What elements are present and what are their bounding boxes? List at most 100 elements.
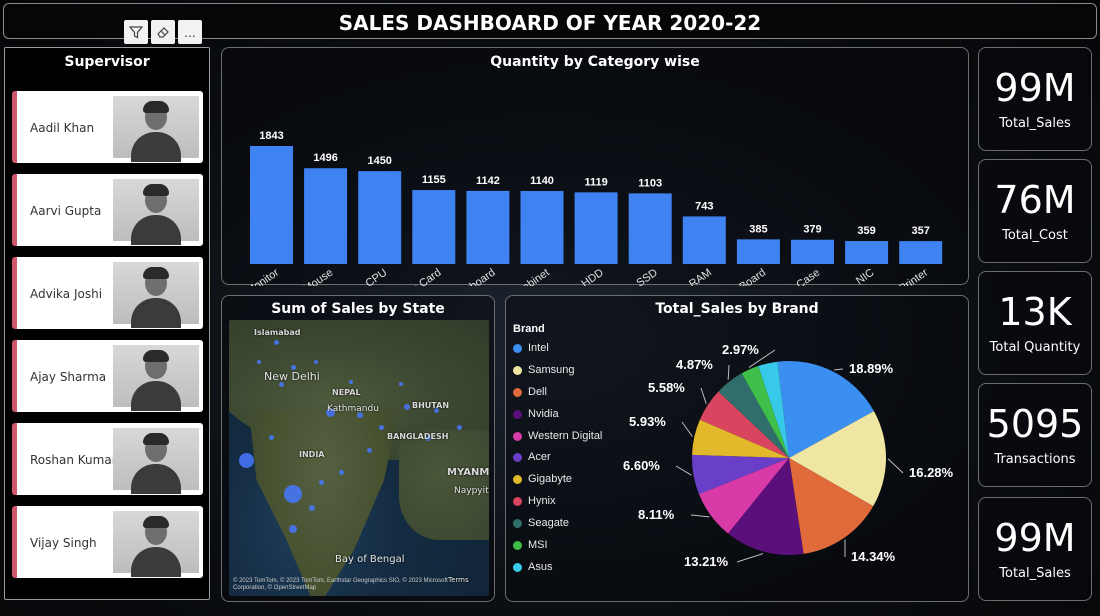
category-tick-label: CPU bbox=[364, 267, 390, 286]
map-bubble[interactable] bbox=[434, 408, 439, 413]
bar[interactable] bbox=[412, 190, 456, 264]
legend-swatch bbox=[513, 453, 522, 463]
bar-data-label: 1119 bbox=[584, 176, 607, 188]
map-bubble[interactable] bbox=[379, 425, 384, 430]
bar-data-label: 357 bbox=[912, 225, 930, 237]
map-bubble[interactable] bbox=[326, 408, 335, 417]
bar[interactable] bbox=[358, 171, 402, 264]
map-bubble[interactable] bbox=[279, 382, 284, 387]
map-bubble[interactable] bbox=[367, 448, 372, 453]
map-bubble[interactable] bbox=[284, 485, 302, 503]
bar[interactable] bbox=[899, 241, 943, 264]
filter-icon[interactable] bbox=[124, 20, 148, 44]
kpi-card-total-cost: 76M Total_Cost bbox=[978, 159, 1092, 263]
bar[interactable] bbox=[682, 216, 726, 264]
legend-item[interactable]: Western Digital bbox=[513, 430, 602, 452]
pie-slice[interactable] bbox=[789, 458, 874, 554]
supervisor-card[interactable]: Aarvi Gupta bbox=[12, 174, 203, 246]
map-bubble[interactable] bbox=[425, 435, 431, 441]
bar[interactable] bbox=[250, 146, 293, 264]
bar-data-label: 1450 bbox=[367, 155, 391, 167]
map-label-myanmar: MYANMAR bbox=[447, 467, 489, 478]
more-options-button[interactable]: ... bbox=[178, 20, 202, 44]
legend-item[interactable]: Asus bbox=[513, 561, 602, 583]
map-bubble[interactable] bbox=[319, 480, 324, 485]
supervisor-photo bbox=[113, 179, 199, 245]
supervisor-photo bbox=[113, 96, 199, 162]
category-tick-label: Mouse bbox=[301, 267, 335, 286]
pie-data-label: 16.28% bbox=[909, 465, 954, 480]
map-bubble[interactable] bbox=[309, 505, 315, 511]
map-bubble[interactable] bbox=[314, 360, 318, 364]
supervisor-name: Aadil Khan bbox=[30, 121, 95, 135]
category-tick-label: NIC bbox=[854, 267, 876, 286]
supervisor-card[interactable]: Vijay Singh bbox=[12, 506, 203, 578]
bar[interactable] bbox=[304, 168, 348, 264]
legend-item[interactable]: Dell bbox=[513, 386, 602, 408]
pie-slice[interactable] bbox=[692, 454, 789, 495]
map-bubble[interactable] bbox=[399, 382, 403, 386]
pie-leader-line bbox=[736, 553, 764, 563]
map-bubble[interactable] bbox=[269, 435, 274, 440]
map-bubble[interactable] bbox=[289, 525, 297, 533]
legend-label: Western Digital bbox=[528, 429, 603, 442]
legend-item[interactable]: Gigabyte bbox=[513, 473, 602, 495]
bar[interactable] bbox=[628, 193, 672, 264]
legend-label: Intel bbox=[528, 342, 549, 354]
pie-slice[interactable] bbox=[741, 365, 789, 458]
supervisor-name: Aarvi Gupta bbox=[30, 204, 102, 218]
map-terms-link[interactable]: Terms bbox=[448, 576, 469, 584]
legend-item[interactable]: MSI bbox=[513, 539, 602, 561]
legend-swatch bbox=[513, 475, 522, 485]
map-canvas[interactable]: Islamabad New Delhi NEPAL Kathmandu BHUT… bbox=[229, 320, 489, 596]
pie-slice[interactable] bbox=[777, 361, 874, 458]
legend-swatch bbox=[513, 497, 522, 507]
map-bubble[interactable] bbox=[349, 380, 353, 384]
map-bubble[interactable] bbox=[257, 360, 261, 364]
category-tick-label: Cabinet bbox=[514, 267, 552, 286]
map-bubble[interactable] bbox=[457, 425, 462, 430]
pie-leader-line bbox=[675, 465, 692, 476]
legend-item[interactable]: Acer bbox=[513, 451, 602, 473]
supervisor-title: Supervisor bbox=[64, 54, 150, 70]
kpi-label: Total_Cost bbox=[1002, 228, 1068, 243]
pie-chart-svg: 18.89% 16.28% 14.34% 13.21% 8.11% 6.60% 5.93% 5… bbox=[623, 342, 954, 569]
pie-data-label: 5.58% bbox=[648, 380, 685, 395]
bar[interactable] bbox=[736, 239, 780, 264]
map-label-bay-of-bengal: Bay of Bengal bbox=[335, 554, 405, 565]
pie-slice[interactable] bbox=[728, 458, 804, 555]
pie-slice[interactable] bbox=[699, 391, 789, 458]
pie-slice[interactable] bbox=[692, 419, 789, 458]
legend-item[interactable]: Hynix bbox=[513, 495, 602, 517]
pie-slice[interactable] bbox=[758, 361, 789, 458]
legend-item[interactable]: Nvidia bbox=[513, 408, 602, 430]
map-bubble[interactable] bbox=[239, 453, 254, 468]
map-bubble[interactable] bbox=[357, 412, 363, 418]
legend-item[interactable]: Intel bbox=[513, 342, 602, 364]
legend-item[interactable]: Samsung bbox=[513, 364, 602, 386]
bar-data-label: 743 bbox=[695, 200, 713, 212]
map-bubble[interactable] bbox=[274, 340, 279, 345]
pie-slice[interactable] bbox=[718, 373, 789, 458]
pie-slice[interactable] bbox=[698, 458, 789, 534]
map-bubble[interactable] bbox=[291, 365, 296, 370]
supervisor-card[interactable]: Advika Joshi bbox=[12, 257, 203, 329]
bar[interactable] bbox=[791, 239, 834, 264]
supervisor-card[interactable]: Ajay Sharma bbox=[12, 340, 203, 412]
category-tick-label: MotherBoard bbox=[709, 267, 768, 286]
pie-data-label: 8.11% bbox=[638, 507, 675, 522]
supervisor-card[interactable]: Roshan Kumar bbox=[12, 423, 203, 495]
legend-swatch bbox=[513, 519, 522, 529]
map-bubble[interactable] bbox=[404, 404, 410, 410]
legend-item[interactable]: Seagate bbox=[513, 517, 602, 539]
kpi-label: Total_Sales bbox=[999, 116, 1071, 131]
map-bubble[interactable] bbox=[339, 470, 344, 475]
bar[interactable] bbox=[845, 241, 889, 264]
bar[interactable] bbox=[574, 192, 618, 264]
bar[interactable] bbox=[520, 191, 564, 264]
bar[interactable] bbox=[466, 190, 510, 264]
bar-data-label: 1155 bbox=[422, 174, 446, 186]
supervisor-card[interactable]: Aadil Khan bbox=[12, 91, 203, 163]
eraser-icon[interactable] bbox=[151, 20, 175, 44]
pie-slice[interactable] bbox=[789, 411, 886, 507]
